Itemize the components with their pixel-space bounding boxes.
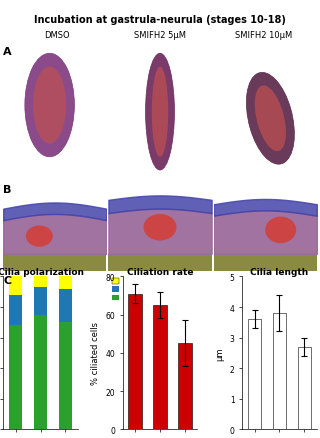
Text: 100 μm: 100 μm (19, 158, 37, 162)
Text: DMSO: DMSO (44, 31, 69, 40)
Bar (59, 289, 72, 322)
Ellipse shape (25, 54, 74, 157)
Bar (59, 277, 72, 289)
Bar (153, 305, 167, 429)
Ellipse shape (255, 86, 286, 152)
Text: SMIFH2 10μM: SMIFH2 10μM (235, 31, 292, 40)
Bar (248, 319, 261, 429)
Bar (273, 314, 286, 429)
Title: Cilia length: Cilia length (250, 267, 308, 276)
Ellipse shape (146, 54, 174, 171)
Title: Ciliation rate: Ciliation rate (127, 267, 193, 276)
Text: B: B (3, 184, 12, 194)
Ellipse shape (246, 73, 294, 165)
Y-axis label: % ciliated cells: % ciliated cells (91, 321, 100, 385)
Text: C: C (3, 275, 11, 285)
Bar (9, 295, 22, 325)
Bar (34, 287, 47, 315)
Bar (59, 322, 72, 429)
Bar (214, 254, 317, 272)
Text: SMIFH2 5μM: SMIFH2 5μM (134, 31, 186, 40)
Bar (298, 347, 311, 429)
Text: A: A (3, 47, 12, 57)
Title: Cilia polarization: Cilia polarization (0, 267, 84, 276)
Bar (3, 254, 106, 272)
Y-axis label: μm: μm (215, 346, 224, 360)
Ellipse shape (143, 215, 177, 241)
Ellipse shape (265, 217, 296, 244)
Bar (34, 277, 47, 287)
Bar (9, 277, 22, 295)
Ellipse shape (33, 67, 66, 144)
Legend: Two cilia, Other, Posterior: Two cilia, Other, Posterior (110, 277, 156, 302)
Bar (34, 315, 47, 429)
Bar (9, 325, 22, 429)
Ellipse shape (26, 226, 53, 247)
Ellipse shape (152, 67, 168, 157)
Text: Incubation at gastrula-neurula (stages 10-18): Incubation at gastrula-neurula (stages 1… (34, 14, 286, 25)
Bar (128, 294, 142, 429)
Bar (178, 343, 192, 429)
Bar (108, 254, 212, 272)
